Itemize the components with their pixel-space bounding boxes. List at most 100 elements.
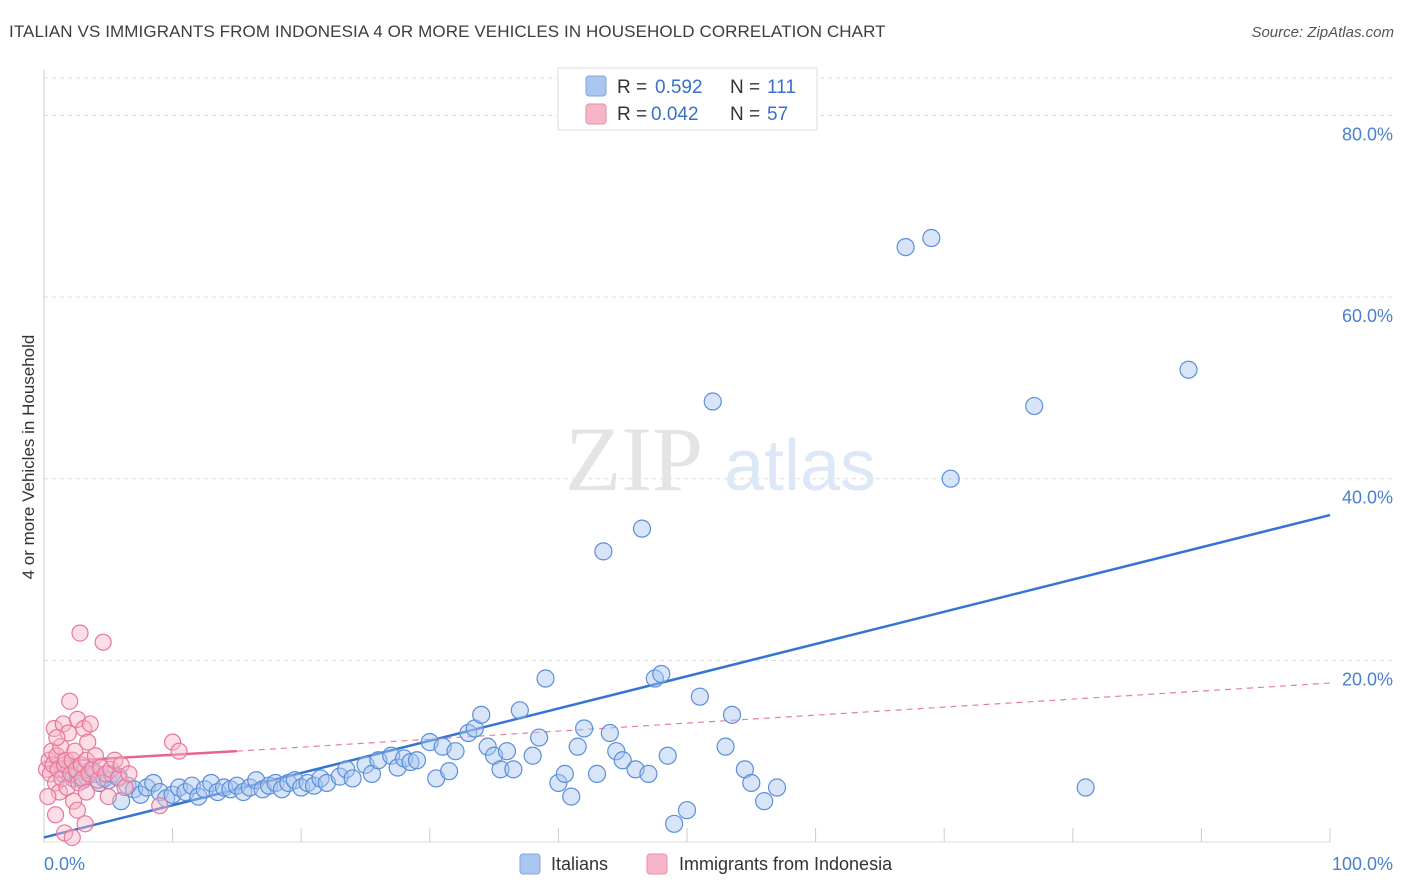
grid (43, 70, 1393, 843)
watermark-zip: ZIP (565, 408, 703, 510)
legend-swatch-indonesia (585, 103, 607, 125)
point-indonesia (64, 792, 83, 810)
point-italians (530, 728, 549, 747)
point-italians (1076, 778, 1095, 797)
point-italians (755, 792, 774, 811)
point-indonesia (61, 692, 79, 710)
point-indonesia (68, 710, 87, 728)
point-italians (472, 705, 491, 724)
point-italians (575, 719, 594, 738)
point-italians (112, 792, 131, 811)
point-italians (497, 742, 517, 761)
point-italians (568, 737, 587, 756)
legend: R = 0.592 N = 111 R = 0.042 N = 57 (557, 67, 818, 131)
legend-r-value-1: 0.592 (655, 77, 703, 98)
point-italians (1025, 396, 1044, 416)
point-italians (523, 746, 542, 765)
point-indonesia (63, 828, 81, 847)
bottom-legend-swatch-indonesia (646, 853, 668, 875)
point-indonesia (170, 742, 188, 760)
x-tick-label-max: 100.0% (1332, 854, 1393, 874)
point-italians (401, 752, 420, 772)
point-indonesia (109, 769, 128, 788)
point-indonesia (79, 733, 97, 751)
point-indonesia (99, 787, 117, 806)
point-indonesia (164, 733, 182, 751)
chart-title: ITALIAN VS IMMIGRANTS FROM INDONESIA 4 O… (9, 22, 886, 41)
point-indonesia (48, 728, 66, 747)
point-indonesia (71, 624, 89, 642)
point-italians (896, 238, 915, 257)
point-italians (652, 664, 671, 684)
point-indonesia (81, 715, 99, 733)
point-italians (613, 751, 632, 770)
point-italians (491, 760, 510, 779)
point-italians (144, 773, 163, 793)
bottom-legend-label-italians: Italians (551, 854, 608, 874)
y-tick-label: 60.0% (1342, 306, 1393, 326)
point-italians (607, 742, 626, 761)
point-indonesia (97, 765, 115, 783)
bottom-legend-label-indonesia: Immigrants from Indonesia (679, 854, 893, 874)
point-italians (716, 737, 735, 756)
point-italians (478, 737, 497, 756)
point-italians (665, 814, 684, 833)
point-indonesia (77, 783, 96, 801)
point-italians (690, 687, 709, 706)
point-italians (594, 542, 613, 561)
point-indonesia (39, 787, 57, 806)
point-italians (722, 705, 742, 724)
point-italians (1179, 360, 1198, 379)
source-label: Source: ZipAtlas.com (1251, 24, 1394, 41)
point-indonesia (68, 801, 87, 819)
point-indonesia (151, 797, 169, 815)
legend-r-value-2: 0.042 (651, 104, 699, 125)
y-tick-label: 40.0% (1342, 488, 1393, 508)
legend-r-label-2: R = (617, 104, 647, 125)
point-indonesia (120, 765, 138, 783)
trend-line-indonesia-dashed (236, 682, 1331, 752)
point-indonesia (53, 769, 71, 788)
point-italians (600, 723, 619, 743)
point-indonesia (77, 751, 96, 769)
point-italians (555, 764, 574, 783)
legend-n-label-1: N = (730, 77, 760, 98)
watermark-atlas: atlas (724, 426, 876, 506)
y-tick-label: 80.0% (1342, 124, 1393, 144)
bottom-legend-swatch-italians (519, 853, 541, 875)
legend-swatch-italians (585, 75, 607, 97)
legend-n-value-1: 111 (767, 77, 796, 98)
legend-n-label-2: N = (730, 104, 760, 125)
data-points (37, 228, 1198, 847)
y-axis-tick-labels: 20.0% 40.0% 60.0% 80.0% (1342, 124, 1393, 689)
point-indonesia (116, 778, 134, 797)
point-indonesia (76, 815, 94, 833)
legend-n-value-2: 57 (767, 104, 788, 125)
point-italians (131, 785, 150, 804)
point-italians (504, 760, 523, 779)
point-italians (703, 392, 722, 411)
point-italians (446, 742, 465, 761)
x-axis-ticks (43, 828, 1331, 842)
point-italians (536, 669, 555, 688)
point-italians (658, 746, 677, 765)
point-indonesia (94, 633, 112, 651)
point-italians (742, 773, 761, 793)
point-italians (343, 769, 362, 788)
trend-lines (43, 513, 1331, 839)
legend-r-label-1: R = (617, 77, 647, 98)
point-italians (767, 778, 787, 797)
x-tick-label-min: 0.0% (44, 854, 85, 874)
point-italians (639, 764, 658, 783)
point-indonesia (46, 806, 65, 824)
point-italians (407, 751, 427, 770)
point-italians (510, 701, 529, 720)
y-axis-label: 4 or more Vehicles in Household (19, 335, 38, 580)
point-italians (337, 760, 356, 779)
point-italians (587, 764, 607, 783)
point-italians (189, 787, 208, 806)
trend-line-italians (43, 513, 1331, 839)
point-italians (562, 787, 581, 806)
point-italians (439, 762, 459, 781)
